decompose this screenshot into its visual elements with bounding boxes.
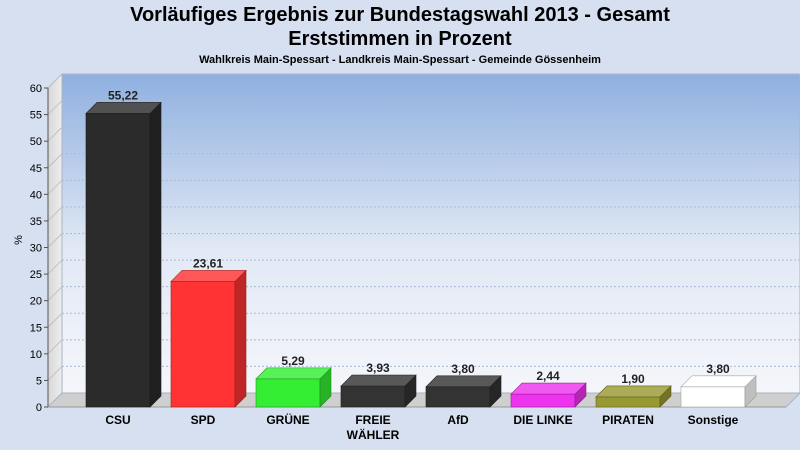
bar: [595, 396, 661, 408]
gridline-side: [47, 179, 63, 195]
bar: [510, 393, 576, 408]
gridline-side: [47, 366, 63, 381]
data-label: 3,93: [366, 361, 390, 375]
y-tick-label: 60: [30, 83, 42, 95]
x-tick-label: GRÜNE: [266, 412, 309, 427]
data-label: 3,80: [706, 362, 730, 376]
bar-top: [595, 385, 672, 398]
bar: [425, 386, 491, 408]
x-tick-label: Sonstige: [688, 413, 739, 427]
gridline-side: [47, 259, 63, 275]
y-tick-label: 40: [30, 189, 42, 201]
data-label: 5,29: [281, 354, 305, 368]
y-tick-label: 50: [30, 136, 42, 148]
bar-side: [149, 101, 162, 408]
data-label: 3,80: [451, 362, 475, 376]
bar-top: [680, 375, 757, 388]
data-label: 1,90: [621, 372, 645, 386]
gridline-side: [47, 126, 63, 142]
x-tick-label: SPD: [191, 413, 216, 427]
bar-top: [425, 375, 502, 388]
y-tick-label: 0: [36, 402, 42, 414]
y-axis-label: %: [13, 235, 25, 245]
gridline-side: [47, 153, 63, 169]
y-tick-label: 30: [30, 243, 42, 255]
y-tick-label: 15: [30, 322, 42, 334]
x-tick-label: AfD: [447, 413, 469, 427]
bar: [340, 385, 406, 408]
bar: [85, 113, 151, 408]
bar-top: [510, 382, 587, 395]
data-label: 2,44: [536, 369, 560, 383]
x-tick-label: PIRATEN: [602, 413, 654, 427]
bar: [680, 386, 746, 408]
gridline-side: [47, 73, 63, 89]
y-tick-label: 55: [30, 110, 42, 122]
bar-top: [340, 374, 417, 387]
gridline-side: [47, 339, 63, 355]
gridline-side: [47, 286, 63, 302]
data-label: 23,61: [193, 256, 223, 270]
chart-subtitle: Wahlkreis Main-Spessart - Landkreis Main…: [199, 54, 601, 66]
gridline-side: [47, 206, 63, 222]
bar-top: [85, 102, 162, 114]
gridline-side: [47, 100, 63, 115]
y-tick-label: 20: [30, 296, 42, 308]
gridline-side: [47, 312, 63, 328]
bar: [170, 281, 236, 408]
y-tick-label: 35: [30, 216, 42, 228]
y-tick-label: 5: [36, 375, 42, 387]
x-tick-label: WÄHLER: [347, 427, 400, 442]
chart-title: Vorläufiges Ergebnis zur Bundestagswahl …: [130, 4, 670, 26]
y-tick-label: 45: [30, 163, 42, 175]
gridline-side: [47, 233, 63, 248]
x-tick-label: DIE LINKE: [513, 413, 572, 427]
y-tick-label: 10: [30, 349, 42, 361]
bar: [255, 378, 321, 408]
x-tick-label: FREIE: [355, 413, 390, 427]
x-tick-label: CSU: [105, 413, 130, 427]
y-tick-label: 25: [30, 269, 42, 281]
chart-title-line2: Erststimmen in Prozent: [288, 28, 512, 50]
bar-top: [255, 367, 332, 380]
data-label: 55,22: [108, 88, 138, 102]
bar-top: [170, 270, 247, 282]
bar-side: [234, 269, 247, 408]
